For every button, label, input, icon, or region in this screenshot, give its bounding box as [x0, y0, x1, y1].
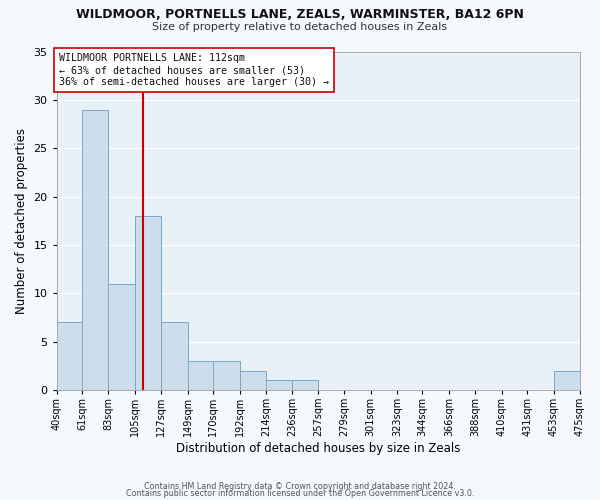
Bar — [554, 370, 580, 390]
Text: WILDMOOR, PORTNELLS LANE, ZEALS, WARMINSTER, BA12 6PN: WILDMOOR, PORTNELLS LANE, ZEALS, WARMINS… — [76, 8, 524, 20]
Bar — [57, 322, 82, 390]
Text: WILDMOOR PORTNELLS LANE: 112sqm
← 63% of detached houses are smaller (53)
36% of: WILDMOOR PORTNELLS LANE: 112sqm ← 63% of… — [59, 54, 329, 86]
Text: Contains public sector information licensed under the Open Government Licence v3: Contains public sector information licen… — [126, 490, 474, 498]
X-axis label: Distribution of detached houses by size in Zeals: Distribution of detached houses by size … — [176, 442, 461, 455]
Bar — [82, 110, 109, 390]
Bar — [213, 361, 239, 390]
Y-axis label: Number of detached properties: Number of detached properties — [15, 128, 28, 314]
Text: Contains HM Land Registry data © Crown copyright and database right 2024.: Contains HM Land Registry data © Crown c… — [144, 482, 456, 491]
Bar — [188, 361, 213, 390]
Bar — [266, 380, 292, 390]
Bar — [135, 216, 161, 390]
Bar — [292, 380, 318, 390]
Bar — [109, 284, 135, 390]
Text: Size of property relative to detached houses in Zeals: Size of property relative to detached ho… — [152, 22, 448, 32]
Bar — [239, 370, 266, 390]
Bar — [161, 322, 188, 390]
